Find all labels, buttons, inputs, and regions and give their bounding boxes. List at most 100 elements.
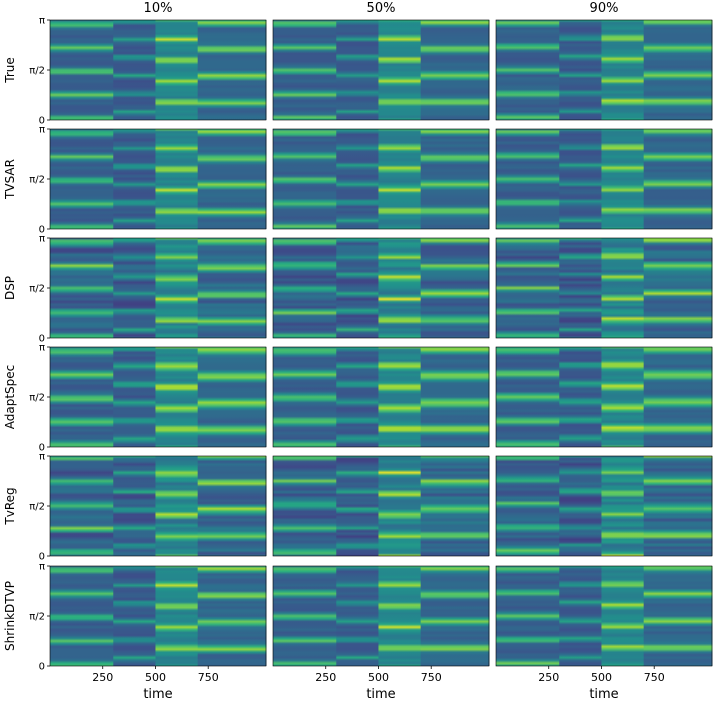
segment-block: [643, 20, 713, 120]
segment-block: [197, 129, 267, 229]
panel-frame: [272, 19, 490, 121]
segment-block: [197, 566, 267, 666]
row-label: TVSAR: [3, 159, 17, 200]
segment-block: [559, 456, 602, 556]
segment-block: [155, 129, 199, 229]
segment-block: [496, 456, 560, 556]
segment-block: [601, 129, 645, 229]
segment-block: [113, 347, 156, 447]
segment-block: [378, 129, 422, 229]
segment-block: [197, 20, 267, 120]
x-tick-label: 250: [538, 671, 559, 684]
segment-block: [113, 20, 156, 120]
panel-frame: [272, 128, 490, 230]
y-tick-label: 0: [39, 443, 45, 454]
segment-block: [273, 238, 337, 338]
row-label: TvReg: [3, 487, 17, 525]
segment-block: [496, 20, 560, 120]
y-tick-label: 0: [39, 225, 45, 236]
segment-block: [197, 456, 267, 556]
spectrogram-panel: [49, 19, 267, 121]
row-label: DSP: [3, 276, 17, 300]
panel-frame: [272, 565, 490, 667]
segment-block: [336, 566, 379, 666]
segment-block: [50, 456, 114, 556]
panel-frame: [495, 237, 713, 339]
row-label: True: [3, 57, 17, 84]
segment-block: [378, 238, 422, 338]
panel-frame: [272, 346, 490, 448]
segment-block: [378, 347, 422, 447]
segment-block: [273, 566, 337, 666]
x-tick-label: 250: [92, 671, 113, 684]
x-tick-label: 750: [421, 671, 442, 684]
segment-block: [601, 566, 645, 666]
segment-block: [601, 456, 645, 556]
segment-block: [420, 20, 490, 120]
segment-block: [559, 566, 602, 666]
column-title: 50%: [367, 1, 396, 16]
segment-block: [559, 238, 602, 338]
spectrogram-panel: [495, 19, 713, 121]
x-tick-label: 750: [198, 671, 219, 684]
y-tick-label: π: [39, 234, 45, 245]
y-tick-label: π: [39, 343, 45, 354]
column-title: 90%: [590, 1, 619, 16]
x-tick-label: 500: [591, 671, 612, 684]
segment-block: [601, 238, 645, 338]
segment-block: [496, 347, 560, 447]
y-tick-label: 0: [39, 552, 45, 563]
segment-block: [50, 20, 114, 120]
spectrogram-panel: [49, 346, 267, 448]
panels: [49, 19, 713, 667]
segment-block: [496, 238, 560, 338]
segment-block: [601, 20, 645, 120]
segment-block: [273, 129, 337, 229]
segment-block: [336, 20, 379, 120]
row-label: ShrinkDTVP: [3, 581, 17, 651]
panel-frame: [495, 19, 713, 121]
segment-block: [113, 566, 156, 666]
y-tick-label: π/2: [29, 393, 45, 404]
spectrogram-panel: [495, 128, 713, 230]
segment-block: [378, 20, 422, 120]
y-tick-label: π: [39, 16, 45, 27]
y-tick-label: π: [39, 562, 45, 573]
segment-block: [336, 456, 379, 556]
column-title: 10%: [144, 1, 173, 16]
panel-frame: [272, 455, 490, 557]
segment-block: [559, 129, 602, 229]
segment-block: [336, 238, 379, 338]
row-label: AdaptSpec: [3, 365, 17, 430]
panel-frame: [495, 565, 713, 667]
segment-block: [155, 566, 199, 666]
segment-block: [420, 566, 490, 666]
segment-block: [420, 347, 490, 447]
x-tick-label: 500: [368, 671, 389, 684]
segment-block: [643, 347, 713, 447]
spectrogram-panel: [272, 237, 490, 339]
y-tick-label: π: [39, 452, 45, 463]
panel-frame: [495, 455, 713, 557]
panel-frame: [495, 128, 713, 230]
segment-block: [155, 347, 199, 447]
segment-block: [113, 129, 156, 229]
spectrogram-panel: [272, 128, 490, 230]
x-tick-label: 750: [644, 671, 665, 684]
segment-block: [643, 129, 713, 229]
segment-block: [113, 238, 156, 338]
segment-block: [643, 566, 713, 666]
segment-block: [50, 129, 114, 229]
segment-block: [496, 566, 560, 666]
spectrogram-panel: [495, 455, 713, 557]
segment-block: [643, 456, 713, 556]
y-tick-label: 0: [39, 116, 45, 127]
panel-frame: [495, 346, 713, 448]
spectrogram-panel: [272, 565, 490, 667]
segment-block: [273, 20, 337, 120]
y-tick-label: 0: [39, 334, 45, 345]
segment-block: [378, 456, 422, 556]
column-titles: 10% 50% 90%: [144, 1, 619, 16]
